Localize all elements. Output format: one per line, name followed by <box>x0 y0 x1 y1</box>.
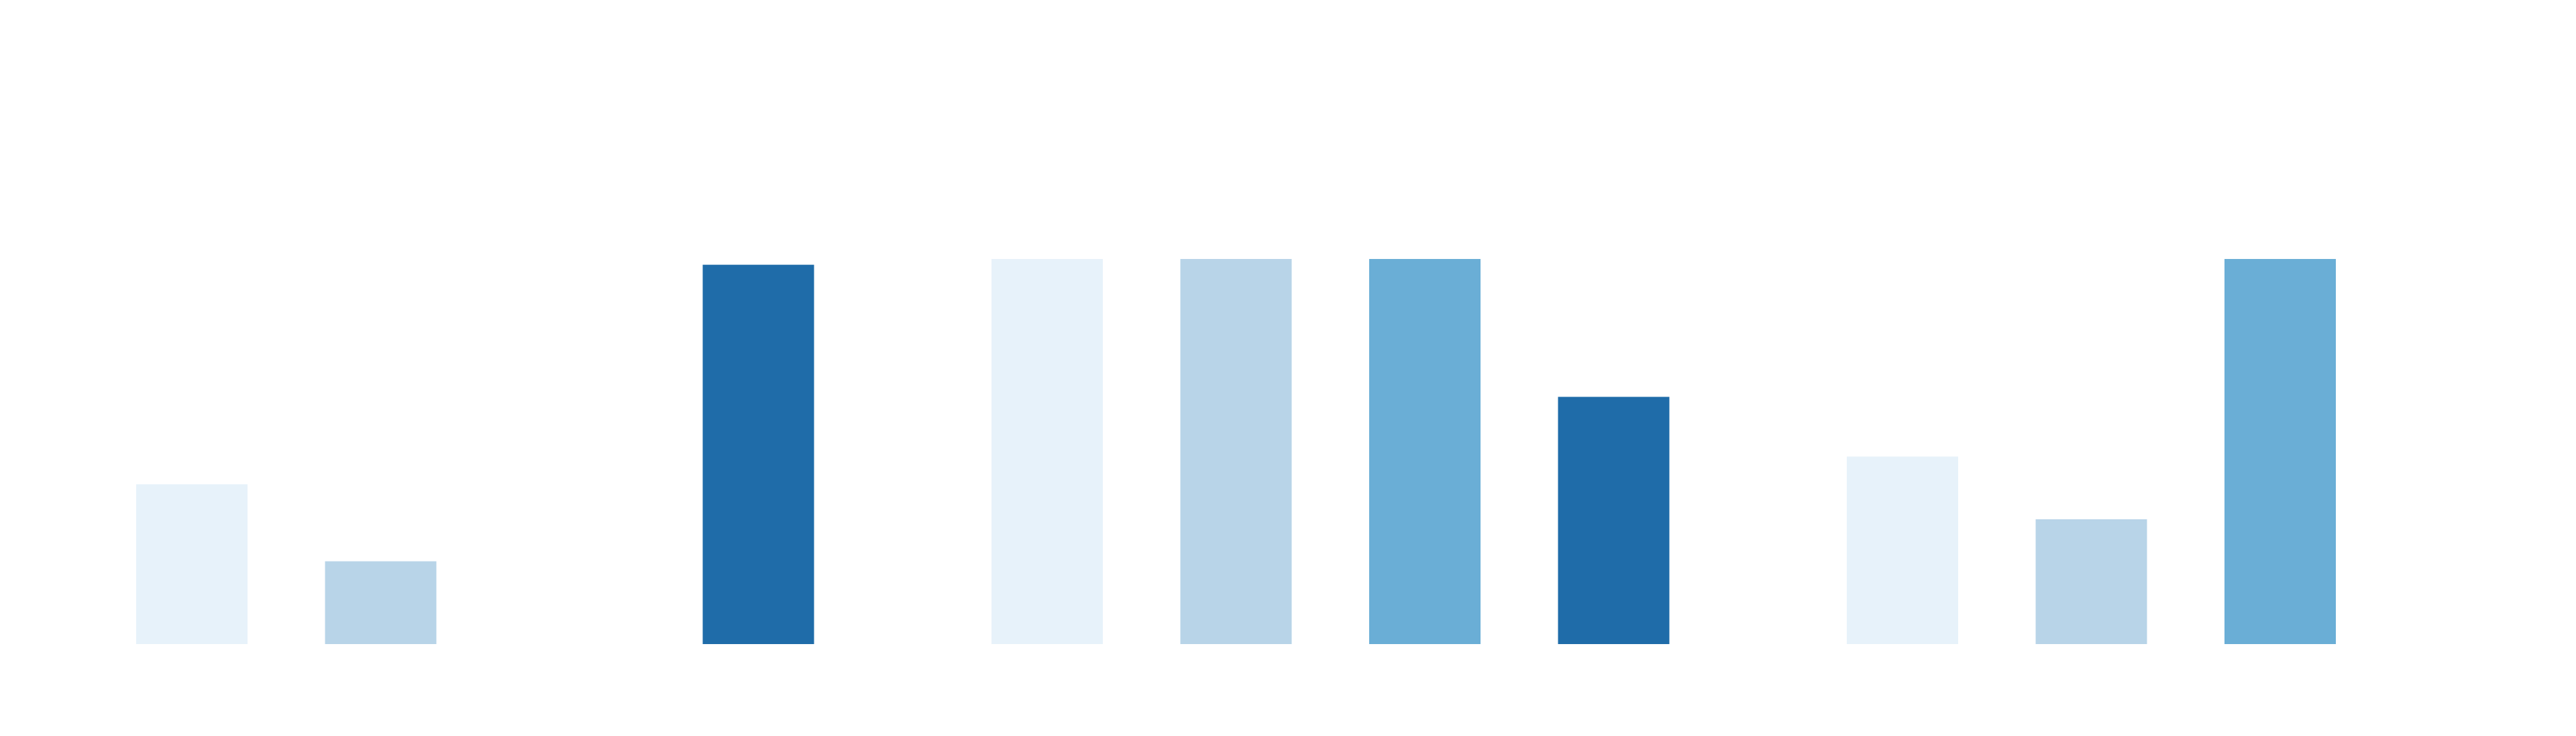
bar-group-2-bar-1 <box>991 259 1103 644</box>
bar-group-3-bar-1 <box>1847 456 1958 644</box>
bar-group-3-bar-3 <box>2224 259 2336 644</box>
bar-group-1-bar-4 <box>702 264 814 645</box>
bar-group-2-bar-2 <box>1180 259 1292 644</box>
bar-group-1-bar-1 <box>136 484 248 644</box>
bar-group-2-bar-4 <box>1558 397 1670 644</box>
bar-group-1-bar-2 <box>325 561 437 644</box>
bars-layer <box>136 259 2336 645</box>
bar-group-3-bar-2 <box>2035 519 2147 644</box>
bar-group-2-bar-3 <box>1369 259 1481 644</box>
